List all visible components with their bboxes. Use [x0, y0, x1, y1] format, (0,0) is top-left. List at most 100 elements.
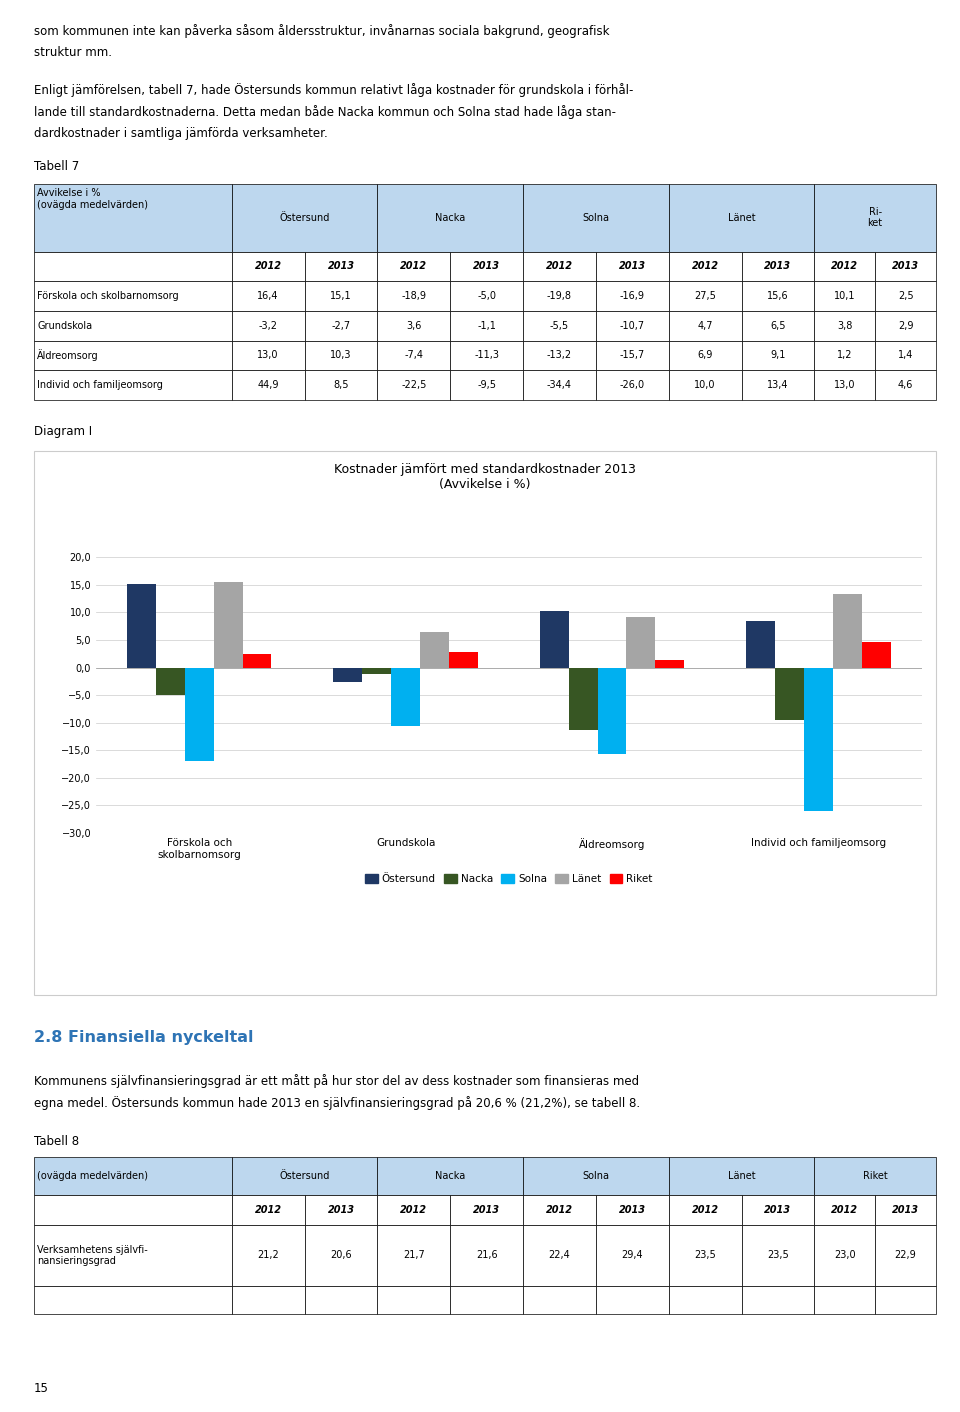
Text: -15,7: -15,7 — [619, 350, 645, 360]
Text: -19,8: -19,8 — [547, 291, 572, 301]
Bar — [656, 659, 684, 668]
Text: 2013: 2013 — [327, 1206, 354, 1216]
Bar — [450, 281, 523, 311]
Bar — [862, 642, 891, 668]
Text: dardkostnader i samtliga jämförda verksamheter.: dardkostnader i samtliga jämförda verksa… — [34, 127, 327, 140]
Bar — [231, 1226, 304, 1286]
Bar — [34, 340, 231, 370]
Text: -1,1: -1,1 — [477, 321, 496, 330]
Bar — [156, 668, 184, 695]
Text: 2013: 2013 — [619, 1206, 646, 1216]
Bar — [231, 1196, 304, 1226]
Text: 2013: 2013 — [473, 1206, 500, 1216]
Bar — [231, 1286, 304, 1315]
Text: 21,7: 21,7 — [403, 1251, 424, 1261]
Text: 13,0: 13,0 — [834, 380, 855, 390]
Bar — [450, 311, 523, 340]
Bar — [540, 611, 568, 668]
Bar — [814, 1196, 876, 1226]
Text: 9,1: 9,1 — [770, 350, 785, 360]
Text: 8,5: 8,5 — [333, 380, 348, 390]
Bar — [876, 370, 936, 400]
Text: 2012: 2012 — [831, 1206, 858, 1216]
Text: 2012: 2012 — [254, 261, 281, 271]
Bar — [449, 651, 478, 668]
Bar — [34, 251, 231, 281]
Text: 2013: 2013 — [764, 1206, 791, 1216]
Bar — [523, 1226, 596, 1286]
Bar — [34, 1286, 231, 1315]
Bar — [450, 370, 523, 400]
Text: Kostnader jämfört med standardkostnader 2013
(Avvikelse i %): Kostnader jämfört med standardkostnader … — [334, 463, 636, 491]
Text: 15,1: 15,1 — [330, 291, 351, 301]
Text: 2,9: 2,9 — [898, 321, 913, 330]
Bar — [377, 370, 450, 400]
Bar — [523, 281, 596, 311]
Bar — [231, 1158, 377, 1196]
Bar — [34, 311, 231, 340]
Text: 23,5: 23,5 — [767, 1251, 789, 1261]
Text: 2012: 2012 — [691, 261, 719, 271]
Bar — [814, 1226, 876, 1286]
Bar — [34, 452, 936, 995]
Text: Solna: Solna — [583, 213, 610, 223]
Text: 6,5: 6,5 — [770, 321, 785, 330]
Bar — [596, 370, 669, 400]
Bar — [596, 1286, 669, 1315]
Text: 2,5: 2,5 — [898, 291, 913, 301]
Bar — [231, 340, 304, 370]
Bar — [34, 184, 231, 251]
Bar — [304, 1226, 377, 1286]
Bar — [523, 370, 596, 400]
Text: 3,8: 3,8 — [837, 321, 852, 330]
Text: 23,0: 23,0 — [834, 1251, 855, 1261]
Text: Nacka: Nacka — [435, 213, 466, 223]
Text: egna medel. Östersunds kommun hade 2013 en självfinansieringsgrad på 20,6 % (21,: egna medel. Östersunds kommun hade 2013 … — [34, 1096, 639, 1110]
Text: 4,6: 4,6 — [898, 380, 913, 390]
Text: 22,9: 22,9 — [895, 1251, 917, 1261]
Bar — [214, 582, 243, 668]
Text: lande till standardkostnaderna. Detta medan både Nacka kommun och Solna stad had: lande till standardkostnaderna. Detta me… — [34, 104, 615, 119]
Text: -5,0: -5,0 — [477, 291, 496, 301]
Bar — [304, 340, 377, 370]
Text: Ri-
ket: Ri- ket — [868, 208, 883, 229]
Bar — [833, 593, 862, 668]
Text: 22,4: 22,4 — [548, 1251, 570, 1261]
Bar — [741, 1226, 814, 1286]
Bar — [127, 585, 156, 668]
Text: -5,5: -5,5 — [550, 321, 569, 330]
Text: 21,6: 21,6 — [476, 1251, 497, 1261]
Text: -16,9: -16,9 — [620, 291, 645, 301]
Bar — [741, 1196, 814, 1226]
Text: 10,1: 10,1 — [834, 291, 855, 301]
Bar — [669, 251, 741, 281]
Bar — [669, 1158, 814, 1196]
Text: 2012: 2012 — [254, 1206, 281, 1216]
Text: 2012: 2012 — [400, 1206, 427, 1216]
Text: Grundskola: Grundskola — [37, 321, 92, 330]
Bar — [34, 281, 231, 311]
Text: 2012: 2012 — [831, 261, 858, 271]
Bar — [450, 251, 523, 281]
Bar — [523, 1158, 669, 1196]
Text: -18,9: -18,9 — [401, 291, 426, 301]
Text: struktur mm.: struktur mm. — [34, 45, 111, 59]
Text: -10,7: -10,7 — [620, 321, 645, 330]
Bar — [741, 251, 814, 281]
Bar — [304, 311, 377, 340]
Text: 27,5: 27,5 — [694, 291, 716, 301]
Bar — [304, 370, 377, 400]
Text: Östersund: Östersund — [279, 1172, 330, 1182]
Text: -2,7: -2,7 — [331, 321, 350, 330]
Text: Verksamhetens självfi-
nansieringsgrad: Verksamhetens självfi- nansieringsgrad — [37, 1245, 148, 1267]
Bar — [377, 251, 450, 281]
Text: 2013: 2013 — [473, 261, 500, 271]
Text: 13,4: 13,4 — [767, 380, 789, 390]
Text: 1,4: 1,4 — [898, 350, 913, 360]
Bar — [669, 1196, 741, 1226]
Bar — [876, 1286, 936, 1315]
Bar — [377, 1158, 523, 1196]
Bar — [814, 1286, 876, 1315]
Bar — [741, 311, 814, 340]
Bar — [814, 311, 876, 340]
